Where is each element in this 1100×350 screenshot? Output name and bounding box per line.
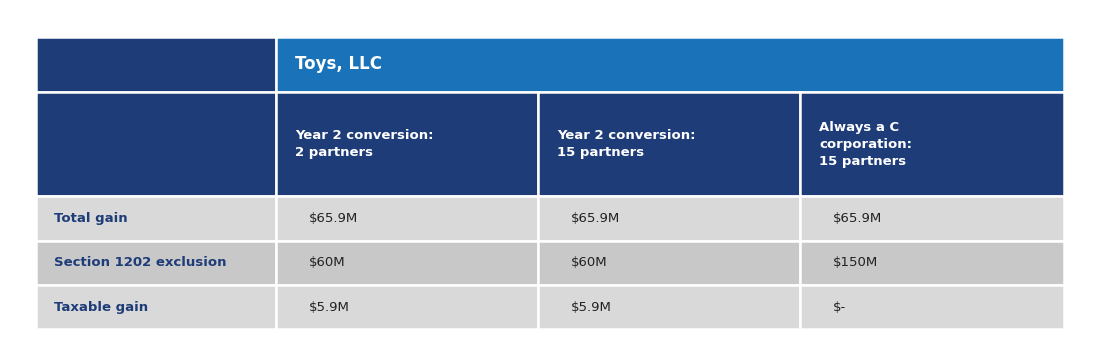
Bar xyxy=(538,92,800,196)
Bar xyxy=(800,196,1064,241)
Text: Taxable gain: Taxable gain xyxy=(54,301,148,314)
Text: $65.9M: $65.9M xyxy=(309,212,358,225)
Text: $-: $- xyxy=(833,301,846,314)
Bar xyxy=(36,285,276,329)
Text: $5.9M: $5.9M xyxy=(571,301,612,314)
Bar xyxy=(36,92,276,196)
Bar xyxy=(538,285,800,329)
Text: Toys, LLC: Toys, LLC xyxy=(296,55,383,73)
Bar xyxy=(276,285,538,329)
Text: Year 2 conversion:
15 partners: Year 2 conversion: 15 partners xyxy=(558,129,696,159)
Bar xyxy=(276,37,1064,92)
Bar xyxy=(800,241,1064,285)
Bar xyxy=(276,196,538,241)
Text: $60M: $60M xyxy=(309,257,345,270)
Text: $65.9M: $65.9M xyxy=(833,212,882,225)
Bar xyxy=(276,241,538,285)
Bar xyxy=(36,241,276,285)
Bar xyxy=(36,37,276,92)
Bar xyxy=(800,285,1064,329)
Text: Section 1202 exclusion: Section 1202 exclusion xyxy=(54,257,227,270)
Text: $5.9M: $5.9M xyxy=(309,301,350,314)
Text: $150M: $150M xyxy=(833,257,878,270)
Bar xyxy=(538,196,800,241)
Bar xyxy=(36,196,276,241)
Bar xyxy=(276,92,538,196)
Bar xyxy=(800,92,1064,196)
Text: $65.9M: $65.9M xyxy=(571,212,620,225)
Bar xyxy=(538,241,800,285)
Text: $60M: $60M xyxy=(571,257,607,270)
Text: Year 2 conversion:
2 partners: Year 2 conversion: 2 partners xyxy=(296,129,434,159)
Text: Total gain: Total gain xyxy=(54,212,128,225)
Text: Always a C
corporation:
15 partners: Always a C corporation: 15 partners xyxy=(820,120,913,168)
